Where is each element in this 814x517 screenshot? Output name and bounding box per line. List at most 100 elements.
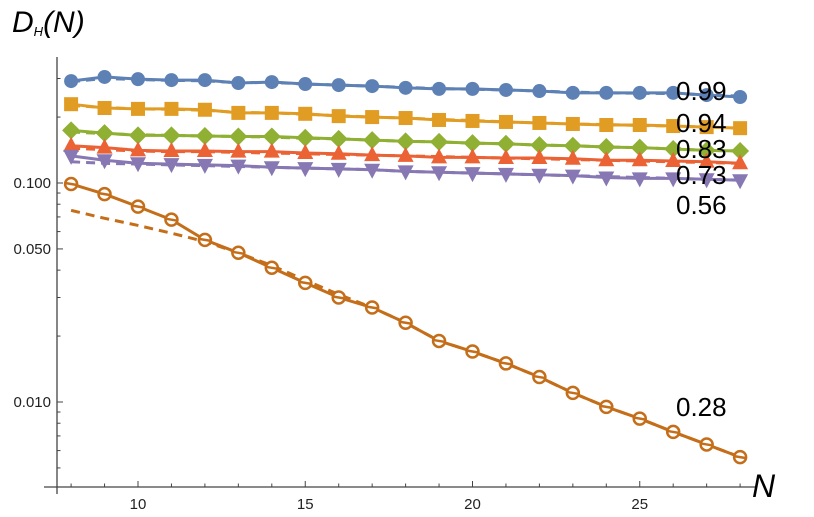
triangle-down-marker-icon [364, 163, 381, 179]
marker-line [533, 374, 546, 380]
marker-line [600, 404, 613, 410]
triangle-up-marker-icon [364, 146, 381, 162]
square-marker-icon [264, 105, 279, 120]
triangle-down-marker-icon [598, 171, 615, 187]
x-axis-title: N [752, 468, 776, 504]
diamond-marker-icon [62, 121, 81, 140]
diamond-marker-icon [697, 141, 716, 160]
circle-marker-icon [97, 69, 112, 84]
marker-line [566, 390, 580, 396]
diamond-marker-icon [329, 129, 348, 148]
diamond-marker-icon [630, 138, 649, 157]
square-marker-icon [231, 105, 246, 120]
marker-line [499, 361, 513, 366]
diamond-marker-icon [129, 126, 147, 145]
triangle-up-marker-icon [665, 152, 682, 168]
triangle-up-marker-icon [63, 136, 80, 152]
marker-line [131, 204, 145, 209]
square-marker-icon [365, 110, 380, 125]
square-marker-icon [565, 116, 580, 131]
marker-line [265, 265, 279, 271]
square-marker-icon [432, 112, 447, 127]
triangle-down-marker-icon [263, 161, 280, 177]
x-tick-label: 15 [297, 496, 314, 513]
circle-marker-icon [532, 84, 547, 99]
diamond-marker-icon [731, 141, 750, 160]
triangle-down-marker-icon [397, 165, 414, 181]
triangle-up-marker-icon [297, 144, 314, 160]
circle-marker-icon [565, 85, 580, 100]
diamond-marker-icon [597, 138, 616, 157]
marker-line [466, 349, 479, 354]
diamond-marker-icon [664, 139, 683, 158]
square-marker-icon [632, 118, 647, 133]
circle-marker-icon [264, 75, 279, 90]
x-tick-label: 25 [631, 496, 648, 513]
square-marker-icon [164, 101, 179, 116]
y-tick-label: 0.100 [13, 175, 51, 192]
triangle-up-marker-icon [130, 141, 146, 157]
triangle-up-marker-icon [330, 144, 347, 160]
square-marker-icon [64, 97, 79, 112]
square-marker-icon [197, 102, 212, 117]
marker-line [399, 320, 412, 326]
diamond-marker-icon [229, 127, 248, 146]
circle-marker-icon [465, 81, 480, 96]
square-marker-icon [599, 118, 614, 133]
marker-line [232, 250, 245, 256]
diamond-marker-icon [463, 134, 482, 153]
triangle-down-marker-icon [96, 154, 113, 170]
square-marker-icon [97, 101, 112, 116]
triangle-down-marker-icon [230, 159, 247, 175]
circle-marker-icon [599, 85, 614, 100]
diamond-marker-icon [430, 132, 449, 151]
diamond-marker-icon [296, 128, 315, 147]
circle-marker-icon [733, 89, 748, 104]
triangle-down-marker-icon [464, 167, 481, 183]
circle-marker-icon [699, 88, 714, 103]
circle-marker-icon [398, 80, 413, 95]
circle-marker-icon [632, 85, 647, 100]
marker-line [98, 191, 111, 197]
marker-line [633, 416, 646, 421]
circle-marker-icon [197, 73, 212, 88]
series-label: 0.83 [676, 134, 727, 164]
marker-line [666, 429, 680, 435]
diamond-marker-icon [496, 134, 515, 153]
triangle-down-marker-icon [564, 169, 581, 185]
marker-line [432, 338, 446, 344]
y-tick-label: 0.050 [13, 241, 51, 258]
triangle-down-marker-icon [63, 149, 80, 165]
triangle-up-marker-icon [598, 151, 615, 167]
circle-marker-icon [298, 77, 313, 92]
square-marker-icon [532, 115, 547, 130]
series-label: 0.94 [676, 108, 727, 138]
marker-line [299, 280, 312, 286]
triangle-up-marker-icon [564, 149, 581, 165]
triangle-up-marker-icon [230, 142, 247, 158]
triangle-up-marker-icon [163, 141, 180, 157]
triangle-down-marker-icon [163, 158, 180, 174]
diamond-marker-icon [262, 127, 281, 146]
square-marker-icon [498, 114, 513, 129]
square-marker-icon [699, 120, 714, 135]
marker-line [700, 442, 713, 447]
square-marker-icon [331, 109, 346, 124]
triangle-down-marker-icon [531, 168, 548, 184]
series-label: 0.99 [676, 76, 727, 106]
triangle-up-marker-icon [431, 148, 448, 164]
marker-line [198, 237, 212, 243]
triangle-up-marker-icon [631, 151, 648, 167]
circle-marker-icon [365, 79, 380, 94]
circle-marker-icon [331, 78, 346, 93]
triangle-up-marker-icon [732, 154, 749, 170]
square-marker-icon [398, 111, 413, 126]
diamond-marker-icon [563, 136, 582, 155]
circle-marker-icon [64, 74, 79, 89]
series-label: 0.56 [676, 190, 727, 220]
marker-line [64, 181, 78, 187]
triangle-down-marker-icon [732, 174, 749, 190]
circle-marker-icon [666, 85, 681, 100]
triangle-up-marker-icon [263, 142, 280, 158]
